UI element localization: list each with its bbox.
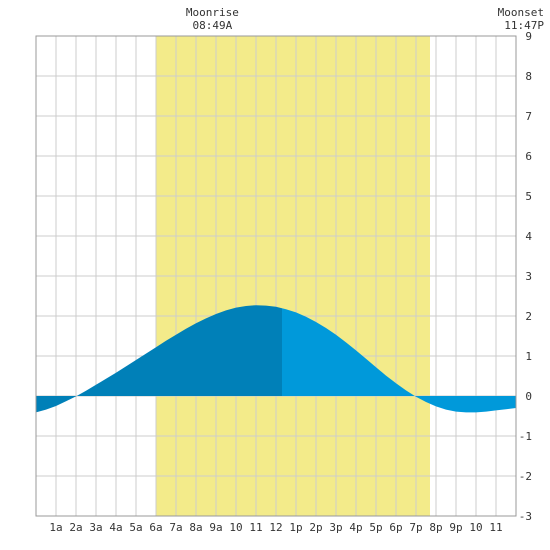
x-tick-label: 10 (229, 521, 242, 534)
annotation-heading: Moonrise (186, 6, 239, 19)
y-axis-tick-labels: -3 -2 -1 0 1 2 3 4 5 6 7 8 9 (519, 30, 533, 523)
x-tick-label: 9p (449, 521, 462, 534)
x-tick-label: 7p (409, 521, 422, 534)
y-tick-label: 5 (525, 190, 532, 203)
tide-area-after-high (282, 308, 516, 413)
x-tick-label: 1p (289, 521, 302, 534)
y-tick-label: 2 (525, 310, 532, 323)
tide-area-before-high (36, 305, 282, 413)
x-tick-label: 5p (369, 521, 382, 534)
y-tick-label: -1 (519, 430, 532, 443)
x-tick-label: 4p (349, 521, 362, 534)
y-tick-label: -3 (519, 510, 532, 523)
y-tick-label: 9 (525, 30, 532, 43)
annotation-time: 11:47P (504, 19, 544, 32)
y-tick-label: 3 (525, 270, 532, 283)
grid-layer (35, 35, 517, 517)
x-tick-label: 6p (389, 521, 402, 534)
x-tick-label: 8a (189, 521, 202, 534)
x-tick-label: 3p (329, 521, 342, 534)
x-tick-label: 10 (469, 521, 482, 534)
x-tick-label: 11 (489, 521, 502, 534)
y-tick-label: 6 (525, 150, 532, 163)
x-tick-label: 9a (209, 521, 222, 534)
annotation-time: 08:49A (193, 19, 233, 32)
y-tick-label: 8 (525, 70, 532, 83)
x-tick-label: 5a (129, 521, 142, 534)
x-tick-label: 1a (49, 521, 62, 534)
annotation-heading: Moonset (498, 6, 544, 19)
y-tick-label: 7 (525, 110, 532, 123)
x-tick-label: 7a (169, 521, 182, 534)
x-tick-label: 4a (109, 521, 122, 534)
y-tick-label: -2 (519, 470, 532, 483)
x-tick-label: 8p (429, 521, 442, 534)
x-tick-label: 2a (69, 521, 82, 534)
x-tick-label: 12 (269, 521, 282, 534)
x-tick-label: 6a (149, 521, 162, 534)
y-tick-label: 4 (525, 230, 532, 243)
x-tick-label: 11 (249, 521, 262, 534)
plot-frame (35, 35, 517, 517)
x-tick-label: 3a (89, 521, 102, 534)
x-axis-tick-labels: 1a 2a 3a 4a 5a 6a 7a 8a 9a 10 11 12 1p 2p 3p 4p 5p 6p 7p 8p… (49, 521, 502, 534)
tide-area-layer (36, 305, 516, 413)
y-tick-label: 1 (525, 350, 532, 363)
x-tick-label: 2p (309, 521, 322, 534)
y-tick-label: 0 (525, 390, 532, 403)
